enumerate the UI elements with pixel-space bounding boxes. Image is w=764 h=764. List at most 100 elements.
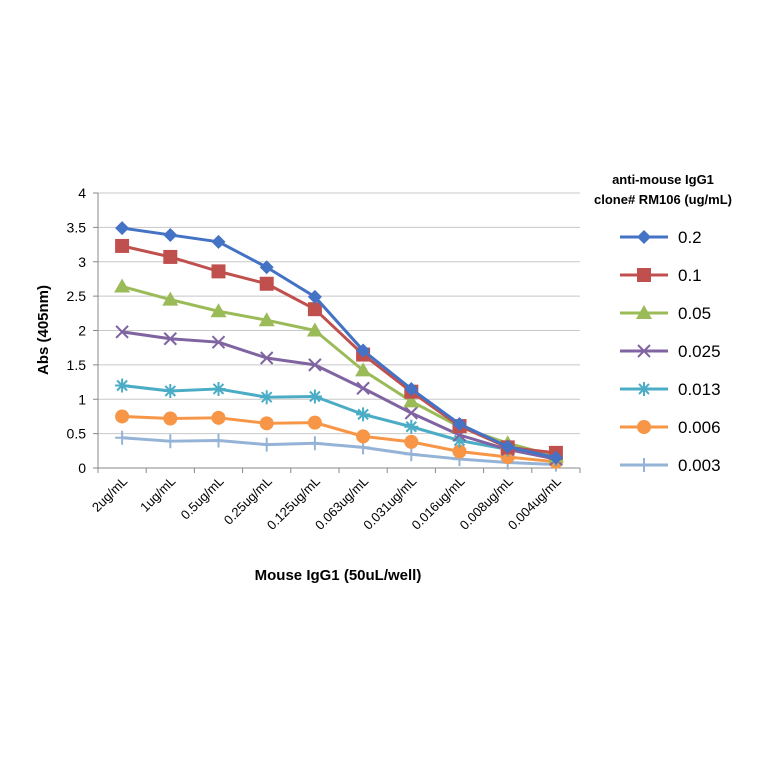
data-point bbox=[500, 439, 515, 454]
series-line bbox=[121, 436, 556, 467]
legend-item: 0.013 bbox=[588, 376, 758, 414]
y-tick-label: 0 bbox=[78, 460, 86, 476]
data-point bbox=[211, 433, 226, 448]
legend-marker bbox=[637, 458, 651, 472]
data-point bbox=[307, 389, 322, 404]
y-axis-label: Abs (405nm) bbox=[35, 285, 52, 375]
data-point bbox=[115, 221, 130, 236]
data-point bbox=[163, 411, 178, 426]
data-point bbox=[356, 429, 371, 444]
data-point bbox=[307, 415, 322, 430]
legend-items: 0.2 0.1 0.05 0.025 0.013 0.006 0.003 bbox=[588, 224, 758, 490]
data-point bbox=[163, 434, 178, 449]
data-point bbox=[404, 447, 419, 462]
series-0.2 bbox=[115, 221, 563, 465]
legend-marker bbox=[637, 230, 651, 244]
series-0.013 bbox=[115, 378, 563, 467]
data-point bbox=[211, 234, 226, 249]
data-point bbox=[211, 381, 226, 396]
legend-title-line1: anti-mouse IgG1 bbox=[612, 172, 714, 187]
series-line bbox=[122, 414, 557, 464]
data-point bbox=[211, 410, 226, 425]
data-point bbox=[115, 238, 130, 253]
data-point bbox=[115, 409, 130, 424]
legend-swatch bbox=[620, 268, 668, 282]
series-0.003 bbox=[115, 430, 563, 472]
legend-title-line2: clone# RM106 (ug/mL) bbox=[594, 192, 732, 207]
data-point bbox=[548, 450, 563, 465]
data-point bbox=[115, 325, 129, 339]
legend-label: 0.2 bbox=[678, 228, 702, 247]
data-point bbox=[404, 419, 419, 434]
data-point bbox=[307, 302, 322, 317]
data-point bbox=[163, 227, 178, 242]
legend-swatch bbox=[620, 382, 668, 396]
legend-item: 0.003 bbox=[588, 452, 758, 490]
data-point bbox=[404, 381, 419, 396]
y-tick-label: 1 bbox=[78, 391, 86, 407]
legend-item: 0.2 bbox=[588, 224, 758, 262]
legend-swatch bbox=[620, 305, 668, 319]
legend-label: 0.05 bbox=[678, 304, 712, 323]
legend-marker bbox=[637, 344, 651, 358]
legend-swatch bbox=[620, 344, 668, 358]
legend-label: 0.003 bbox=[678, 456, 721, 475]
data-point bbox=[356, 343, 371, 358]
legend-label: 0.013 bbox=[678, 380, 721, 399]
data-point bbox=[162, 291, 179, 306]
y-tick-label: 4 bbox=[78, 185, 86, 201]
data-point bbox=[259, 260, 274, 275]
legend-item: 0.1 bbox=[588, 262, 758, 300]
data-point bbox=[404, 406, 419, 420]
legend-label: 0.006 bbox=[678, 418, 721, 437]
data-point bbox=[308, 358, 322, 372]
data-point bbox=[355, 362, 372, 377]
y-tick-labels: 0 0.5 1 1.5 2 2.5 3 3.5 4 bbox=[67, 185, 87, 476]
x-axis-label: Mouse IgG1 (50uL/well) bbox=[255, 567, 422, 584]
data-point bbox=[163, 249, 178, 264]
legend-swatch bbox=[620, 230, 668, 244]
data-point bbox=[307, 289, 322, 304]
data-point bbox=[259, 390, 274, 405]
legend-marker bbox=[637, 420, 651, 434]
series-line bbox=[121, 384, 557, 461]
series-0.05 bbox=[114, 278, 564, 463]
legend-swatch bbox=[620, 420, 668, 434]
y-tick-label: 1.5 bbox=[67, 357, 87, 373]
legend-marker bbox=[637, 382, 651, 396]
legend-title: anti-mouse IgG1 clone# RM106 (ug/mL) bbox=[588, 170, 738, 210]
legend-label: 0.025 bbox=[678, 342, 721, 361]
legend-marker bbox=[637, 268, 651, 282]
data-point bbox=[210, 303, 227, 318]
y-tick-label: 3.5 bbox=[67, 219, 87, 235]
data-point bbox=[452, 417, 467, 431]
legend-marker bbox=[636, 305, 652, 319]
series-line bbox=[121, 330, 557, 461]
x-tick-labels: 2ug/mL 1ug/mL 0.5ug/mL0.25ug/mL0.125ug/mL0… bbox=[89, 474, 564, 533]
data-point bbox=[259, 351, 274, 365]
x-tick-label: 2ug/mL bbox=[89, 474, 130, 515]
legend-item: 0.025 bbox=[588, 338, 758, 376]
y-tick-label: 2.5 bbox=[67, 288, 87, 304]
data-point bbox=[403, 393, 420, 408]
data-point bbox=[163, 332, 178, 346]
series-line bbox=[121, 226, 557, 460]
data-point bbox=[258, 312, 275, 327]
x-tick-label: 0.5ug/mL bbox=[178, 474, 227, 523]
legend-swatch bbox=[620, 458, 668, 472]
data-point bbox=[259, 276, 274, 291]
data-point bbox=[115, 378, 130, 393]
data-point bbox=[356, 407, 371, 422]
data-point bbox=[452, 444, 467, 459]
data-point bbox=[259, 416, 274, 431]
data-point bbox=[211, 264, 226, 279]
data-point bbox=[211, 335, 226, 349]
legend-item: 0.05 bbox=[588, 300, 758, 338]
legend: anti-mouse IgG1 clone# RM106 (ug/mL) 0.2… bbox=[588, 170, 758, 490]
y-tick-label: 0.5 bbox=[67, 426, 87, 442]
legend-label: 0.1 bbox=[678, 266, 702, 285]
legend-item: 0.006 bbox=[588, 414, 758, 452]
data-point bbox=[307, 436, 322, 451]
data-point bbox=[259, 437, 274, 452]
data-point bbox=[356, 381, 370, 395]
